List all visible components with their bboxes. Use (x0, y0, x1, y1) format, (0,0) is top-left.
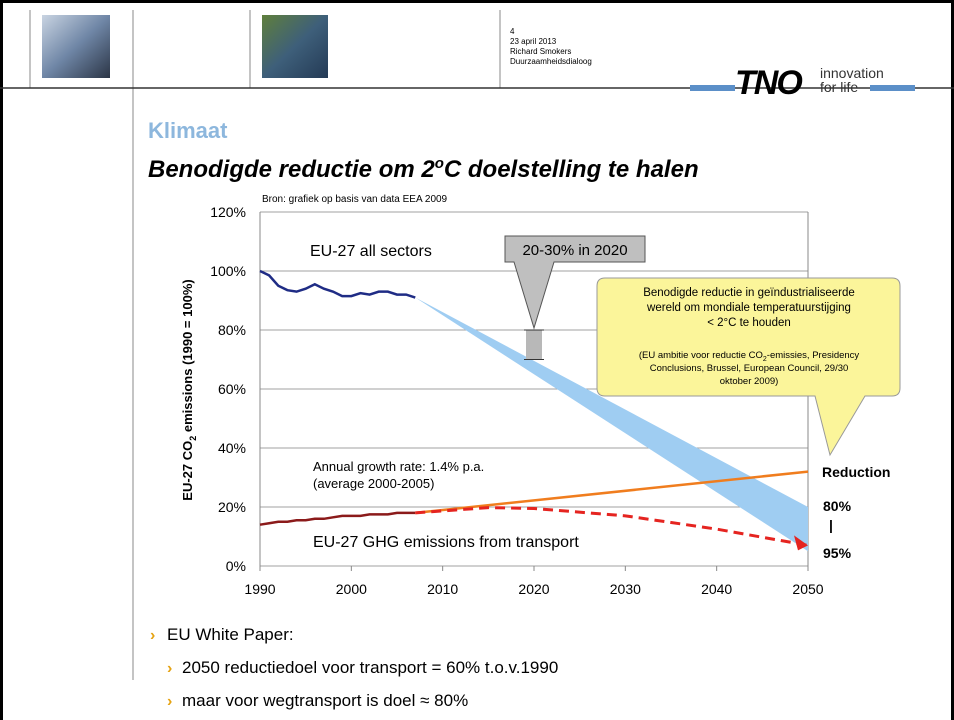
x-tick-label: 2030 (610, 581, 641, 597)
callout-note: Conclusions, Brussel, European Council, … (650, 363, 849, 374)
annotation: Reduction (822, 464, 890, 480)
callout-text: Benodigde reductie in geïndustrialiseerd… (643, 287, 855, 299)
annotation: 95% (823, 545, 852, 561)
x-tick-label: 2020 (518, 581, 549, 597)
callout-label: 20-30% in 2020 (522, 242, 627, 259)
y-tick-label: 20% (218, 499, 246, 515)
header-decor (0, 10, 954, 680)
series-label: EU-27 all sectors (310, 243, 432, 260)
tagline: innovation (820, 65, 884, 81)
annotation: Annual growth rate: 1.4% p.a. (313, 459, 484, 474)
sub-bullet-text: 2050 reductiedoel voor transport = 60% t… (182, 658, 558, 677)
bullet-marker: › (167, 693, 172, 710)
date: 23 april 2013 (510, 37, 557, 46)
section-title: Klimaat (148, 118, 228, 143)
annotation: 80% (823, 498, 852, 514)
y-tick-label: 80% (218, 322, 246, 338)
slide-number: 4 (510, 27, 515, 36)
callout-box (596, 277, 901, 457)
annotation: | (829, 517, 833, 533)
slide-title: Benodigde reductie om 2oC doelstelling t… (148, 155, 699, 183)
y-axis-label-part: emissions (1990 = 100%) (180, 279, 195, 435)
x-tick-label: 2000 (336, 581, 367, 597)
target-range (526, 330, 542, 360)
x-tick-label: 2050 (792, 581, 823, 597)
title-part: C doelstelling te halen (444, 156, 699, 183)
x-tick-label: 2010 (427, 581, 458, 597)
bullet-marker: › (150, 627, 155, 644)
y-tick-label: 0% (226, 558, 246, 574)
series-line (259, 511, 416, 526)
series-line (259, 269, 416, 299)
source: Bron: grafiek op basis van data EEA 2009 (262, 194, 448, 205)
callout-note: (EU ambitie voor reductie CO2-emissies, … (639, 350, 860, 363)
series-label: EU-27 GHG emissions from transport (313, 534, 579, 551)
callout-text: < 2°C te houden (707, 317, 791, 329)
logo: TNO (735, 64, 802, 102)
x-tick-label: 2040 (701, 581, 732, 597)
event: Duurzaamheidsdialoog (510, 57, 592, 66)
reduction-band (415, 297, 808, 552)
callout-note-part: 2 (763, 356, 767, 363)
title-part: Benodigde reductie om 2 (148, 156, 435, 183)
callout-note-part: (EU ambitie voor reductie CO (639, 350, 763, 361)
annotation: (average 2000-2005) (313, 476, 434, 491)
arrow-head (794, 535, 808, 551)
callout-box (504, 235, 646, 330)
header-image (42, 15, 110, 78)
x-tick-label: 1990 (244, 581, 275, 597)
y-tick-label: 60% (218, 381, 246, 397)
callout-note: oktober 2009) (720, 376, 779, 387)
y-tick-label: 100% (210, 263, 246, 279)
series-line (415, 470, 809, 515)
y-axis-label-part: EU-27 CO (180, 441, 195, 501)
y-tick-label: 120% (210, 204, 246, 220)
callout-text: wereld om mondiale temperatuurstijging (646, 302, 851, 314)
title-sup: o (435, 155, 444, 172)
y-axis-label: EU-27 CO2 emissions (1990 = 100%) (180, 279, 198, 500)
tagline: for life (820, 79, 858, 95)
y-tick-label: 40% (218, 440, 246, 456)
callout-note-part: -emissies, Presidency (767, 350, 860, 361)
y-axis-label-part: 2 (188, 436, 198, 441)
bullet-marker: › (167, 660, 172, 677)
author: Richard Smokers (510, 47, 571, 56)
series-line (415, 506, 809, 547)
bullet-text: EU White Paper: (167, 625, 294, 644)
header-image (262, 15, 328, 78)
sub-bullet-text: maar voor wegtransport is doel ≈ 80% (182, 691, 468, 710)
